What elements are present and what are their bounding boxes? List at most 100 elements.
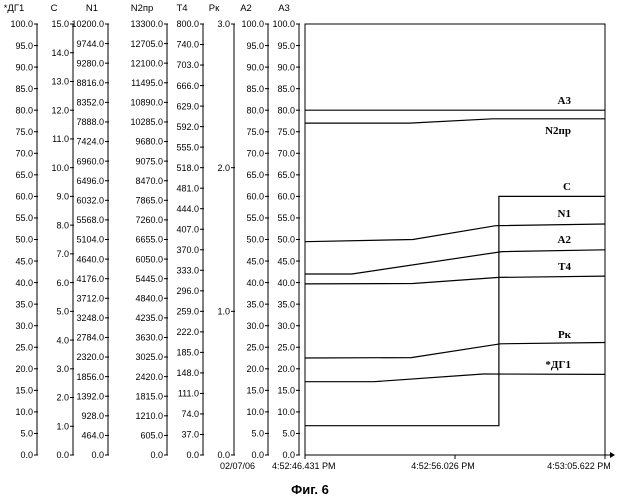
figure-caption: Фиг. 6 — [291, 482, 329, 497]
axis-tick-label: 185.0 — [176, 348, 199, 358]
axis-tick-label: 14.0 — [51, 48, 69, 58]
axis-tick-label: 9.0 — [56, 192, 69, 202]
axis-tick-label: 25.0 — [246, 342, 264, 352]
axis-tick-label: 85.0 — [15, 84, 33, 94]
axis-tick-label: 11495.0 — [131, 78, 163, 88]
axis-tick-label: 70.0 — [246, 149, 264, 159]
axis-tick-label: 95.0 — [15, 41, 33, 51]
axis-tick-label: 45.0 — [15, 256, 33, 266]
axis-tick-label: 7424.0 — [76, 137, 104, 147]
series-label-a2: A2 — [558, 234, 572, 246]
axis-tick-label: 5568.0 — [76, 215, 104, 225]
series-line-n2пр — [305, 118, 605, 124]
axis-tick-label: 222.0 — [176, 327, 199, 337]
axis-tick-label: 333.0 — [176, 265, 199, 275]
axis-tick-label: 75.0 — [246, 127, 264, 137]
axis-tick-label: 7888.0 — [76, 117, 104, 127]
axis-tick-label: 30.0 — [246, 321, 264, 331]
axis-header-n2пр: N2пр — [131, 3, 154, 14]
axis-tick-label: 5.0 — [20, 429, 33, 439]
axis-header-t4: T4 — [176, 3, 187, 14]
series-line-a2 — [305, 249, 606, 275]
axis-tick-label: 464.0 — [81, 431, 104, 441]
axis-tick-label: 4640.0 — [76, 254, 104, 264]
axis-tick-label: 605.0 — [140, 431, 163, 441]
axis-tick-label: 90.0 — [246, 62, 264, 72]
axis-tick-label: 80.0 — [246, 105, 264, 115]
axis-tick-label: 1210.0 — [135, 411, 163, 421]
axis-tick-label: 60.0 — [15, 192, 33, 202]
axis-tick-label: 5445.0 — [135, 274, 163, 284]
axis-tick-label: 3.0 — [56, 364, 69, 374]
axis-tick-label: 6050.0 — [135, 254, 163, 264]
axis-tick-label: 3630.0 — [135, 333, 163, 343]
axis-header-дг1: *ДГ1 — [4, 3, 25, 14]
axis-tick-label: 5.0 — [56, 307, 69, 317]
series-line-pк — [304, 341, 606, 359]
axis-tick-label: 85.0 — [277, 84, 295, 94]
axis-tick-label: 65.0 — [15, 170, 33, 180]
axis-tick-label: 6655.0 — [135, 235, 163, 245]
x-tick-label: 4:52:56.026 PM — [411, 461, 475, 471]
axis-tick-label: 10.0 — [51, 163, 69, 173]
axis-tick-label: 8816.0 — [76, 78, 104, 88]
axis-tick-label: 0.0 — [56, 450, 69, 460]
x-tick-label: 02/07/06 — [220, 461, 255, 471]
axis-header-a2: A2 — [240, 3, 252, 14]
axis-tick-label: 40.0 — [277, 278, 295, 288]
series-label-n1: N1 — [558, 208, 571, 220]
axis-tick-label: 6496.0 — [76, 176, 104, 186]
axis-tick-label: 8352.0 — [76, 98, 104, 108]
axis-tick-label: 55.0 — [246, 213, 264, 223]
axis-tick-label: 65.0 — [277, 170, 295, 180]
axis-tick-label: 1815.0 — [135, 391, 163, 401]
x-axis-arrow-icon — [610, 452, 615, 458]
axis-tick-label: 592.0 — [176, 122, 199, 132]
axis-tick-label: 100.0 — [10, 19, 33, 29]
series-line-t4 — [304, 275, 606, 285]
axis-tick-label: 10.0 — [246, 407, 264, 417]
axis-tick-label: 9744.0 — [76, 39, 104, 49]
axis-tick-label: 35.0 — [277, 299, 295, 309]
series-label-n2пр: N2пр — [545, 125, 571, 137]
axis-tick-label: 6032.0 — [76, 196, 104, 206]
axis-tick-label: 0.0 — [217, 450, 230, 460]
axis-tick-label: 80.0 — [277, 105, 295, 115]
axis-tick-label: 90.0 — [277, 62, 295, 72]
axis-tick-label: 740.0 — [176, 40, 199, 50]
axis-tick-label: 35.0 — [15, 299, 33, 309]
axis-tick-label: 0.0 — [20, 450, 33, 460]
axis-tick-label: 55.0 — [277, 213, 295, 223]
axis-tick-label: 4176.0 — [76, 274, 104, 284]
axis-tick-label: 1856.0 — [76, 372, 104, 382]
axis-tick-label: 40.0 — [246, 278, 264, 288]
axis-tick-label: 7.0 — [56, 249, 69, 259]
axis-tick-label: 555.0 — [176, 142, 199, 152]
axis-tick-label: 40.0 — [15, 278, 33, 288]
axis-tick-label: 90.0 — [15, 62, 33, 72]
axis-tick-label: 12.0 — [51, 105, 69, 115]
axis-tick-label: 666.0 — [176, 81, 199, 91]
series-label-pк: Pк — [558, 329, 572, 341]
axis-tick-label: 928.0 — [81, 411, 104, 421]
axis-tick-label: 20.0 — [277, 364, 295, 374]
axis-tick-label: 13.0 — [51, 77, 69, 87]
axis-tick-label: 35.0 — [246, 299, 264, 309]
axis-tick-label: 55.0 — [15, 213, 33, 223]
axis-tick-label: 296.0 — [176, 286, 199, 296]
axis-tick-label: 370.0 — [176, 245, 199, 255]
axis-tick-label: 9280.0 — [76, 58, 104, 68]
axis-tick-label: 70.0 — [15, 149, 33, 159]
axis-tick-label: 444.0 — [176, 204, 199, 214]
axis-tick-label: 3712.0 — [76, 293, 104, 303]
axis-tick-label: 148.0 — [176, 368, 199, 378]
axis-tick-label: 0.0 — [186, 450, 199, 460]
axis-tick-label: 629.0 — [176, 101, 199, 111]
axis-tick-label: 95.0 — [277, 41, 295, 51]
axis-tick-label: 2784.0 — [76, 333, 104, 343]
axis-tick-label: 50.0 — [15, 235, 33, 245]
axis-tick-label: 30.0 — [277, 321, 295, 331]
axis-tick-label: 0.0 — [91, 450, 104, 460]
axis-tick-label: 37.0 — [181, 430, 199, 440]
